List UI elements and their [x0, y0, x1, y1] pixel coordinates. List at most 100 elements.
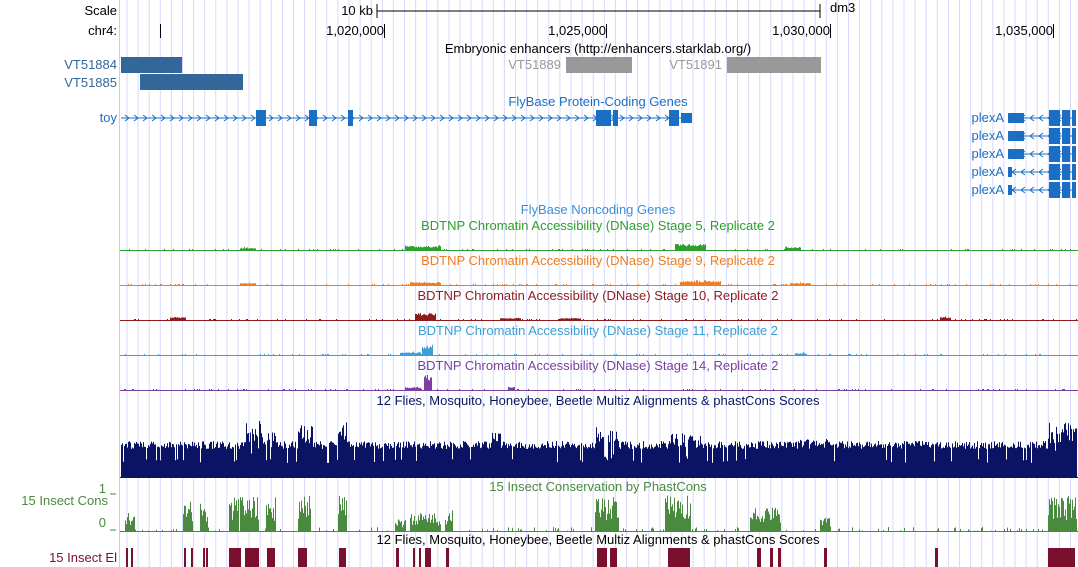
position-tick-label: 1,020,000 — [326, 23, 384, 38]
plexa-exon — [1062, 164, 1070, 180]
conserved-element — [245, 548, 259, 567]
strand-arrow — [646, 114, 652, 122]
strand-arrow — [151, 114, 157, 122]
strand-arrow — [502, 114, 508, 122]
strand-arrow — [1029, 186, 1035, 194]
conserved-element — [446, 548, 449, 567]
position-tick-label: 1,030,000 — [772, 23, 830, 38]
strand-arrow — [376, 114, 382, 122]
elements-track-title[interactable]: 12 Flies, Mosquito, Honeybee, Beetle Mul… — [376, 532, 820, 547]
toy-exon — [681, 113, 692, 123]
dnase-signal — [129, 244, 1071, 250]
plexa-exon — [1062, 110, 1070, 126]
strand-arrow — [1029, 114, 1035, 122]
dnase-stage11-title[interactable]: BDTNP Chromatin Accessibility (DNase) St… — [417, 323, 779, 338]
strand-arrow — [1029, 168, 1035, 176]
gene-label-toy[interactable]: toy — [99, 110, 117, 125]
plexa-exon — [1072, 182, 1076, 198]
plexa-exon — [1072, 110, 1076, 126]
strand-arrow — [1029, 150, 1035, 158]
strand-arrow — [439, 114, 445, 122]
strand-arrow — [286, 114, 292, 122]
strand-arrow — [160, 114, 166, 122]
strand-arrow — [448, 114, 454, 122]
cons-ymax-label: 1 — [98, 481, 106, 496]
position-tick-label: 1,035,000 — [995, 23, 1053, 38]
conserved-element — [191, 548, 193, 567]
toy-exon — [256, 110, 266, 126]
gene-label-plexa[interactable]: plexA — [971, 128, 1004, 143]
multiz-signal — [121, 421, 1077, 477]
plexa-exon — [1008, 113, 1024, 123]
strand-arrow — [295, 114, 301, 122]
cons-track-label[interactable]: 15 Insect Cons — [21, 493, 108, 508]
enhancer-feature — [121, 57, 182, 73]
strand-arrow — [1038, 132, 1044, 140]
enhancer-label[interactable]: VT51885 — [64, 75, 117, 90]
cons-track-title[interactable]: 15 Insect Conservation by PhastCons — [489, 479, 707, 494]
dnase-stage5-title[interactable]: BDTNP Chromatin Accessibility (DNase) St… — [421, 218, 775, 233]
strand-arrow — [484, 114, 490, 122]
plexa-exon — [1072, 164, 1076, 180]
dnase-signal — [128, 280, 1070, 285]
enhancer-label[interactable]: VT51889 — [508, 57, 561, 72]
plexa-exon — [1008, 185, 1012, 195]
scale-bar-label: 10 kb — [341, 3, 373, 18]
dnase-stage14-title[interactable]: BDTNP Chromatin Accessibility (DNase) St… — [417, 358, 779, 373]
strand-arrow — [556, 114, 562, 122]
enhancer-label[interactable]: VT51891 — [669, 57, 722, 72]
enhancers-track-title[interactable]: Embryonic enhancers (http://enhancers.st… — [444, 41, 752, 56]
dnase-signal — [124, 375, 1065, 390]
enhancer-label[interactable]: VT51884 — [64, 57, 117, 72]
plexa-exon — [1049, 110, 1060, 126]
strand-arrow — [1038, 150, 1044, 158]
conserved-element — [184, 548, 186, 567]
gene-label-plexa[interactable]: plexA — [971, 110, 1004, 125]
plexa-exon — [1049, 164, 1060, 180]
noncoding-genes-track-title[interactable]: FlyBase Noncoding Genes — [520, 202, 676, 217]
plexa-exon — [1049, 146, 1060, 162]
elements-track-label[interactable]: 15 Insect El — [49, 550, 117, 565]
plexa-exon — [1008, 149, 1024, 159]
strand-arrow — [169, 114, 175, 122]
scale-label: Scale — [84, 3, 117, 18]
protein-genes-track-title[interactable]: FlyBase Protein-Coding Genes — [508, 94, 688, 109]
gene-label-plexa[interactable]: plexA — [971, 164, 1004, 179]
strand-arrow — [367, 114, 373, 122]
conserved-element — [131, 548, 133, 567]
strand-arrow — [466, 114, 472, 122]
conserved-element — [610, 548, 617, 567]
strand-arrow — [1038, 186, 1044, 194]
position-tick-label: 1,025,000 — [548, 23, 606, 38]
enhancer-feature — [566, 57, 632, 73]
strand-arrow — [574, 114, 580, 122]
conserved-element — [229, 548, 241, 567]
strand-arrow — [1020, 168, 1026, 176]
conserved-element — [935, 548, 938, 567]
toy-exon — [613, 110, 618, 126]
conserved-element — [396, 548, 399, 567]
cons-signal — [125, 495, 1077, 531]
conserved-element — [668, 548, 690, 567]
strand-arrow — [1020, 186, 1026, 194]
conserved-element — [206, 548, 208, 567]
strand-arrow — [178, 114, 184, 122]
multiz-track-title[interactable]: 12 Flies, Mosquito, Honeybee, Beetle Mul… — [376, 393, 820, 408]
strand-arrow — [205, 114, 211, 122]
gene-label-plexa[interactable]: plexA — [971, 146, 1004, 161]
strand-arrow — [142, 114, 148, 122]
conserved-element — [339, 548, 346, 567]
toy-exon — [309, 110, 317, 126]
dnase-stage9-title[interactable]: BDTNP Chromatin Accessibility (DNase) St… — [421, 253, 775, 268]
strand-arrow — [538, 114, 544, 122]
conserved-element — [597, 548, 607, 567]
plexa-exon — [1049, 182, 1060, 198]
dnase-stage10-title[interactable]: BDTNP Chromatin Accessibility (DNase) St… — [417, 288, 779, 303]
conserved-element — [778, 548, 781, 567]
gene-label-plexa[interactable]: plexA — [971, 182, 1004, 197]
plexa-exon — [1072, 146, 1076, 162]
strand-arrow — [520, 114, 526, 122]
strand-arrow — [457, 114, 463, 122]
strand-arrow — [1038, 114, 1044, 122]
